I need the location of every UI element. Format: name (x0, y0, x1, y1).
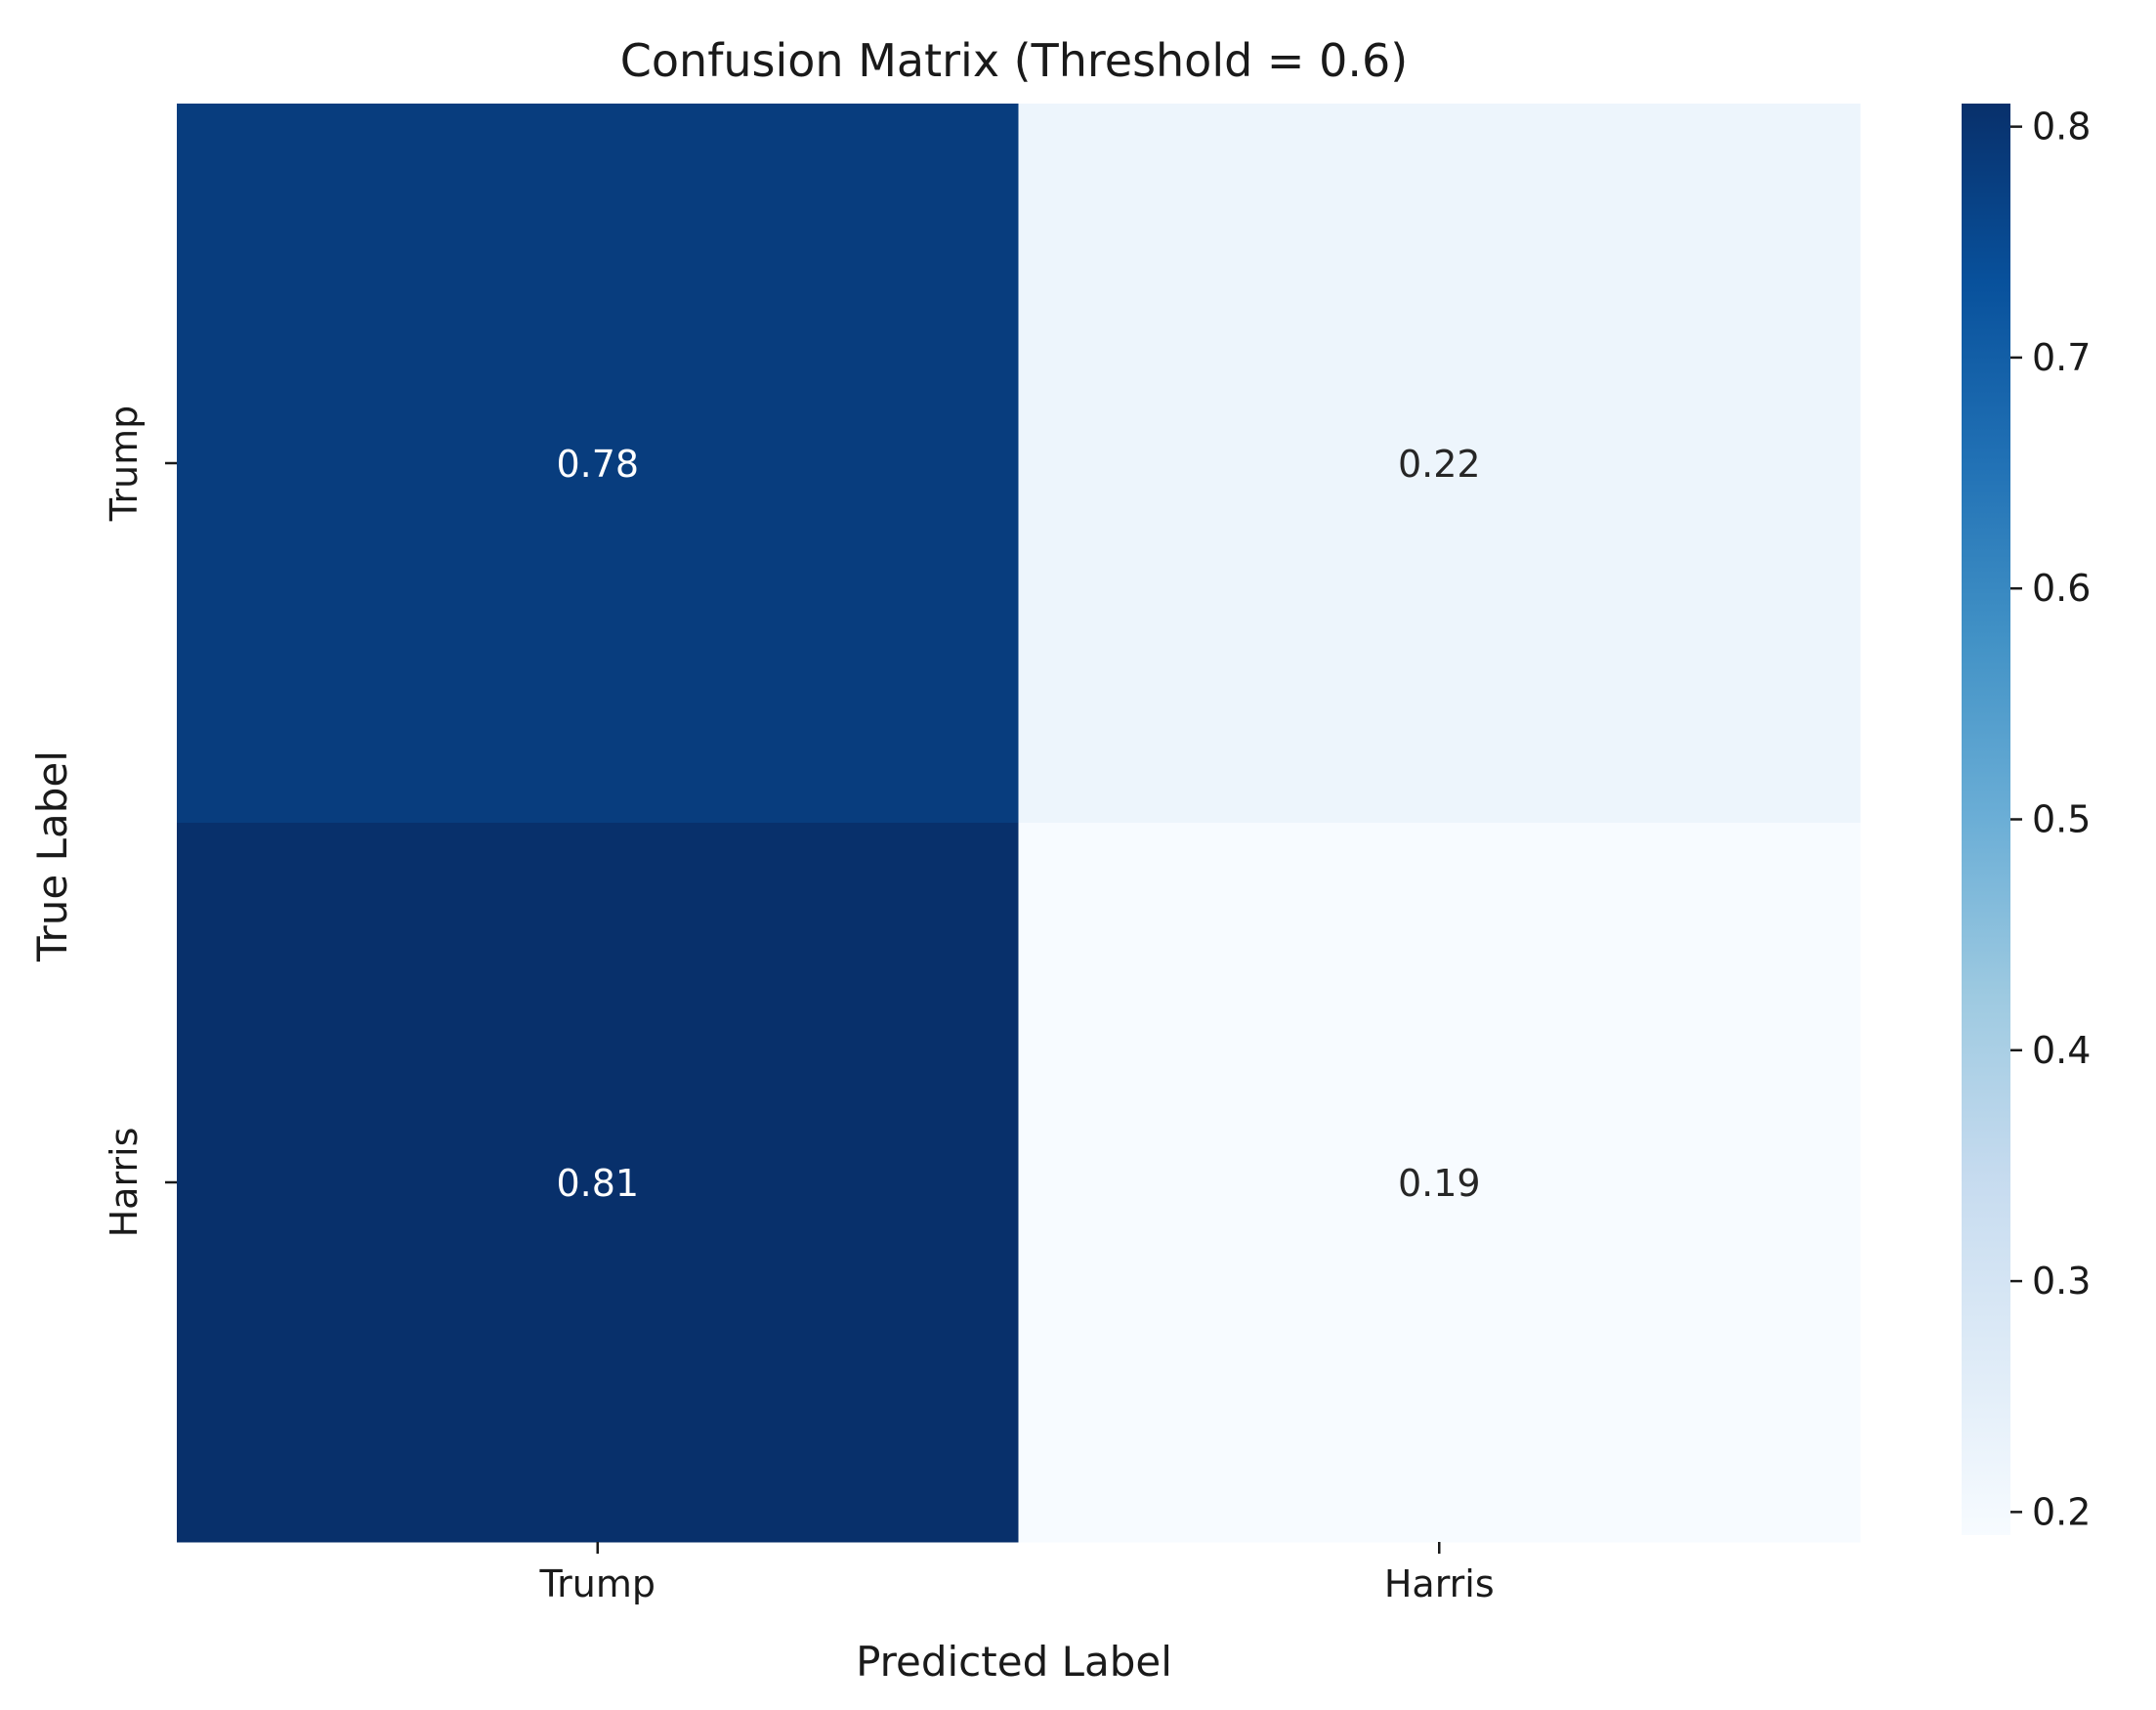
cell-value-label-1-1: 0.19 (1398, 1162, 1481, 1205)
colorbar (1962, 104, 2010, 1535)
colorbar-ticks: 0.2 0.3 0.4 0.5 0.6 0.7 0.8 (2010, 106, 2091, 1533)
heatmap-cells (177, 104, 1861, 1543)
cell-value-label-0-1: 0.22 (1398, 443, 1481, 486)
colorbar-tick-label-3: 0.5 (2032, 798, 2091, 841)
heatmap-cell-1-1 (1018, 823, 1861, 1543)
x-axis: Trump Harris (539, 1542, 1495, 1605)
cell-value-label-0-0: 0.78 (556, 443, 639, 486)
colorbar-tick-label-5: 0.7 (2032, 336, 2091, 379)
colorbar-tick-label-1: 0.3 (2032, 1260, 2091, 1303)
x-tick-label-1: Harris (1384, 1562, 1495, 1605)
y-tick-label-0: Trump (103, 406, 146, 522)
heatmap-cell-0-0 (177, 104, 1019, 824)
heatmap-cell-1-0 (177, 823, 1019, 1543)
cell-value-label-1-0: 0.81 (556, 1162, 639, 1205)
colorbar-tick-label-6: 0.8 (2032, 106, 2091, 149)
y-tick-label-1: Harris (103, 1128, 146, 1238)
colorbar-tick-label-2: 0.4 (2032, 1029, 2091, 1072)
x-axis-label: Predicted Label (856, 1638, 1172, 1686)
x-tick-label-0: Trump (539, 1562, 655, 1605)
heatmap-cell-0-1 (1018, 104, 1861, 824)
chart-title: Confusion Matrix (Threshold = 0.6) (620, 34, 1408, 87)
colorbar-tick-label-4: 0.6 (2032, 567, 2091, 610)
y-axis-label: True Label (28, 750, 76, 962)
cell-value-labels: 0.78 0.22 0.81 0.19 (556, 443, 1480, 1205)
colorbar-tick-label-0: 0.2 (2032, 1490, 2091, 1533)
y-axis: Trump Harris (103, 406, 177, 1238)
